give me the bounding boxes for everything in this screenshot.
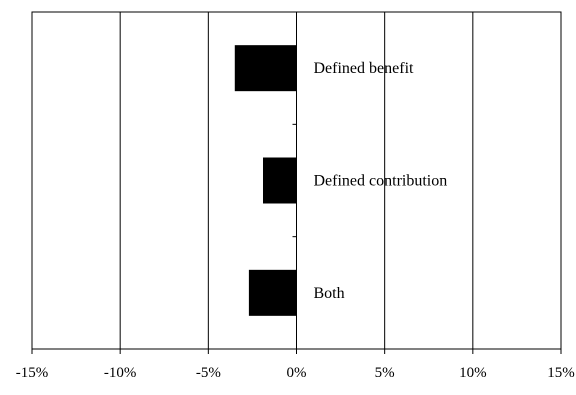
bar-label-1: Defined contribution — [314, 173, 448, 190]
bar-0 — [234, 45, 297, 92]
x-tick-label-6: 15% — [547, 365, 575, 381]
x-tick-label-1: -10% — [104, 365, 137, 381]
x-tick-label-5: 10% — [459, 365, 487, 381]
plot-area: Defined benefit Defined contribution Both -… — [16, 11, 575, 381]
bar-label-0: Defined benefit — [314, 60, 415, 77]
bar-1 — [262, 157, 297, 204]
x-tick-label-3: 0% — [287, 365, 307, 381]
x-tick-label-4: 5% — [375, 365, 395, 381]
bar-2 — [248, 269, 297, 316]
x-tick-label-0: -15% — [16, 365, 49, 381]
bar-label-2: Both — [314, 285, 345, 302]
x-tick-label-2: -5% — [196, 365, 221, 381]
